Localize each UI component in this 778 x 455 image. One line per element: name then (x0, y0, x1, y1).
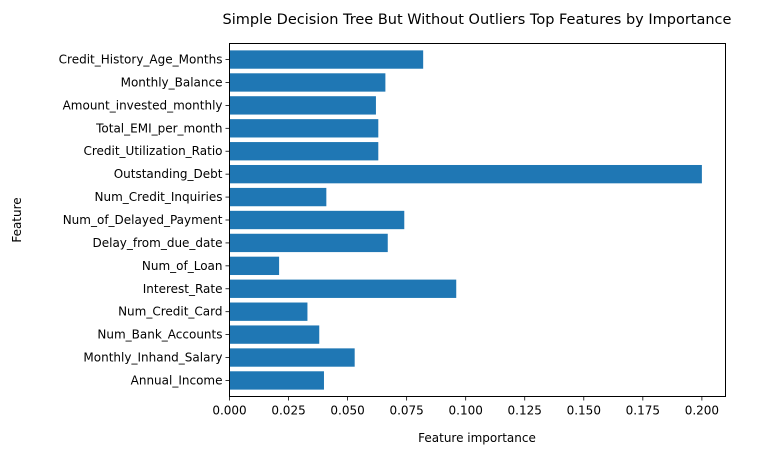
y-tick-label: Annual_Income (131, 373, 223, 387)
bar-monthly-inhand-salary (229, 348, 355, 367)
bar-annual-income (229, 371, 324, 390)
y-tick-label: Outstanding_Debt (114, 167, 223, 181)
y-tick-label: Interest_Rate (143, 282, 223, 296)
y-axis-label: Feature (10, 197, 24, 242)
plot-frame (229, 43, 726, 397)
y-tick-label: Monthly_Inhand_Salary (83, 351, 222, 365)
bar-credit-utilization-ratio (229, 142, 379, 161)
bar-total-emi-per-month (229, 119, 379, 138)
bar-interest-rate (229, 279, 457, 298)
x-axis-ticks: 0.000 0.025 0.050 0.075 0.100 0.125 0.150 0.175… (212, 396, 719, 418)
y-axis-ticks: Annual_Income Monthly_Inhand_Salary Num_Ba… (59, 53, 230, 387)
x-tick-label: 0.000 (212, 404, 246, 418)
y-tick-label: Num_of_Loan (142, 259, 223, 273)
x-tick-label: 0.100 (449, 404, 483, 418)
bar-num-credit-card (229, 302, 308, 321)
x-tick-label: 0.200 (685, 404, 719, 418)
x-tick-label: 0.175 (626, 404, 660, 418)
y-tick-label: Num_Credit_Card (118, 305, 222, 319)
bars-group (229, 50, 702, 390)
y-tick-label: Delay_from_due_date (92, 236, 222, 250)
y-tick-label: Credit_Utilization_Ratio (83, 144, 222, 158)
x-tick-label: 0.150 (567, 404, 601, 418)
y-tick-label: Credit_History_Age_Months (59, 53, 223, 67)
bar-amount-invested-monthly (229, 96, 376, 115)
bar-delay-from-due-date (229, 233, 388, 253)
y-tick-label: Total_EMI_per_month (95, 121, 222, 135)
x-tick-label: 0.025 (271, 404, 305, 418)
y-tick-label: Num_Credit_Inquiries (95, 190, 223, 204)
x-axis-label: Feature importance (418, 431, 536, 445)
bar-num-credit-inquiries (229, 187, 327, 207)
x-tick-label: 0.125 (508, 404, 542, 418)
chart-title: Simple Decision Tree But Without Outlier… (223, 12, 732, 28)
bar-credit-history-age-months (229, 50, 424, 69)
x-tick-label: 0.050 (330, 404, 364, 418)
y-tick-label: Num_of_Delayed_Payment (63, 213, 223, 227)
bar-num-of-loan (229, 256, 280, 276)
y-tick-label: Monthly_Balance (121, 75, 223, 89)
y-tick-label: Amount_invested_monthly (63, 98, 223, 112)
bar-num-of-delayed-payment (229, 210, 405, 230)
y-tick-label: Num_Bank_Accounts (97, 328, 222, 342)
bar-monthly-balance (229, 73, 386, 92)
bar-outstanding-debt (229, 164, 702, 184)
x-tick-label: 0.075 (389, 404, 423, 418)
bar-num-bank-accounts (229, 325, 320, 344)
